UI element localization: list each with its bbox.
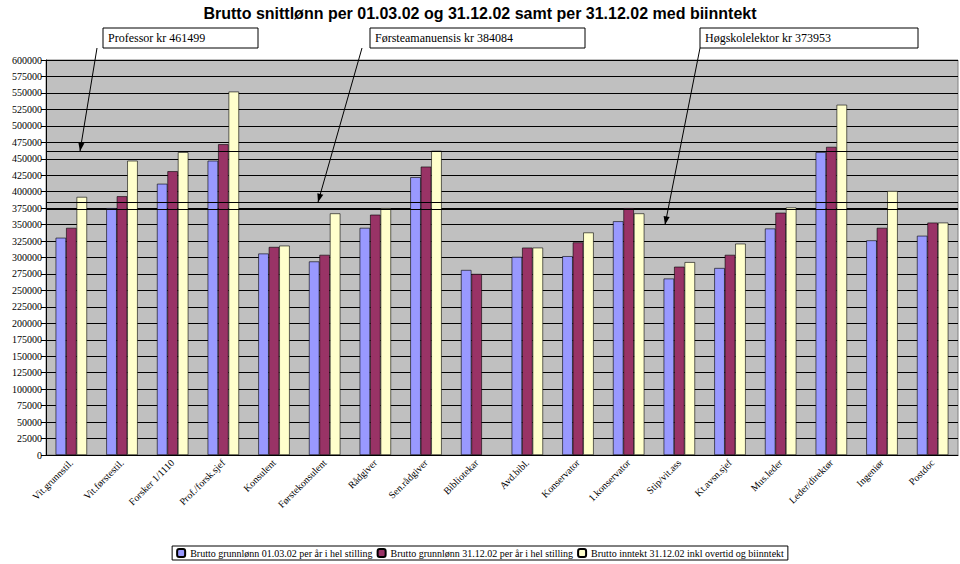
svg-text:Brutto inntekt 31.12.02 inkl o: Brutto inntekt 31.12.02 inkl overtid og … bbox=[591, 548, 784, 559]
svg-text:Konservator: Konservator bbox=[539, 457, 582, 500]
svg-text:300000: 300000 bbox=[12, 252, 42, 263]
svg-text:Professor kr 461499: Professor kr 461499 bbox=[108, 31, 205, 45]
svg-text:Rådgiver: Rådgiver bbox=[346, 457, 380, 491]
svg-text:250000: 250000 bbox=[12, 285, 42, 296]
svg-text:125000: 125000 bbox=[12, 367, 42, 378]
svg-text:325000: 325000 bbox=[12, 236, 42, 247]
svg-text:100000: 100000 bbox=[12, 384, 42, 395]
svg-text:450000: 450000 bbox=[12, 153, 42, 164]
svg-text:Kt.avsn.sjef: Kt.avsn.sjef bbox=[692, 457, 734, 499]
svg-text:Førstekonsulent: Førstekonsulent bbox=[276, 457, 329, 510]
svg-text:400000: 400000 bbox=[12, 186, 42, 197]
svg-text:Sen.rådgiver: Sen.rådgiver bbox=[386, 457, 430, 501]
svg-text:Førsteamanuensis kr 384084: Førsteamanuensis kr 384084 bbox=[375, 31, 513, 45]
svg-text:425000: 425000 bbox=[12, 170, 42, 181]
svg-text:25000: 25000 bbox=[17, 433, 42, 444]
svg-text:200000: 200000 bbox=[12, 318, 42, 329]
svg-text:Bibliotekar: Bibliotekar bbox=[441, 457, 481, 497]
svg-text:Ingeniør: Ingeniør bbox=[854, 457, 886, 489]
svg-text:275000: 275000 bbox=[12, 268, 42, 279]
svg-text:Høgskolelektor kr 373953: Høgskolelektor kr 373953 bbox=[705, 31, 831, 45]
svg-text:550000: 550000 bbox=[12, 87, 42, 98]
svg-text:Brutto grunnlønn 01.03.02 per: Brutto grunnlønn 01.03.02 per år i hel s… bbox=[190, 548, 372, 559]
svg-text:475000: 475000 bbox=[12, 137, 42, 148]
svg-text:375000: 375000 bbox=[12, 203, 42, 214]
svg-text:175000: 175000 bbox=[12, 334, 42, 345]
svg-text:Brutto grunnlønn 31.12.02 per: Brutto grunnlønn 31.12.02 per år i hel s… bbox=[391, 548, 573, 559]
svg-text:500000: 500000 bbox=[12, 120, 42, 131]
svg-text:Mus.leder: Mus.leder bbox=[748, 457, 785, 494]
svg-text:225000: 225000 bbox=[12, 301, 42, 312]
svg-text:150000: 150000 bbox=[12, 351, 42, 362]
svg-text:Forsker 1/1110: Forsker 1/1110 bbox=[126, 457, 176, 507]
svg-text:1.konservator: 1.konservator bbox=[586, 457, 633, 504]
svg-text:0: 0 bbox=[37, 450, 42, 461]
svg-text:Avd.bibl.: Avd.bibl. bbox=[497, 457, 531, 491]
svg-text:Leder/direktør: Leder/direktør bbox=[787, 457, 836, 506]
svg-text:Konsulent: Konsulent bbox=[241, 457, 278, 494]
svg-text:50000: 50000 bbox=[17, 417, 42, 428]
svg-text:350000: 350000 bbox=[12, 219, 42, 230]
svg-text:75000: 75000 bbox=[17, 400, 42, 411]
svg-text:Brutto snittlønn per 01.03.02: Brutto snittlønn per 01.03.02 og 31.12.0… bbox=[203, 5, 757, 22]
svg-text:Prof./forsk.sjef: Prof./forsk.sjef bbox=[177, 457, 228, 508]
svg-text:Postdoc: Postdoc bbox=[906, 457, 937, 488]
svg-text:575000: 575000 bbox=[12, 71, 42, 82]
svg-text:525000: 525000 bbox=[12, 104, 42, 115]
svg-text:Vit.grunnstil.: Vit.grunnstil. bbox=[30, 457, 75, 502]
svg-text:Stip/vit.ass: Stip/vit.ass bbox=[644, 457, 683, 496]
svg-text:Vit.førstestil.: Vit.førstestil. bbox=[81, 457, 126, 502]
svg-text:600000: 600000 bbox=[12, 55, 42, 66]
